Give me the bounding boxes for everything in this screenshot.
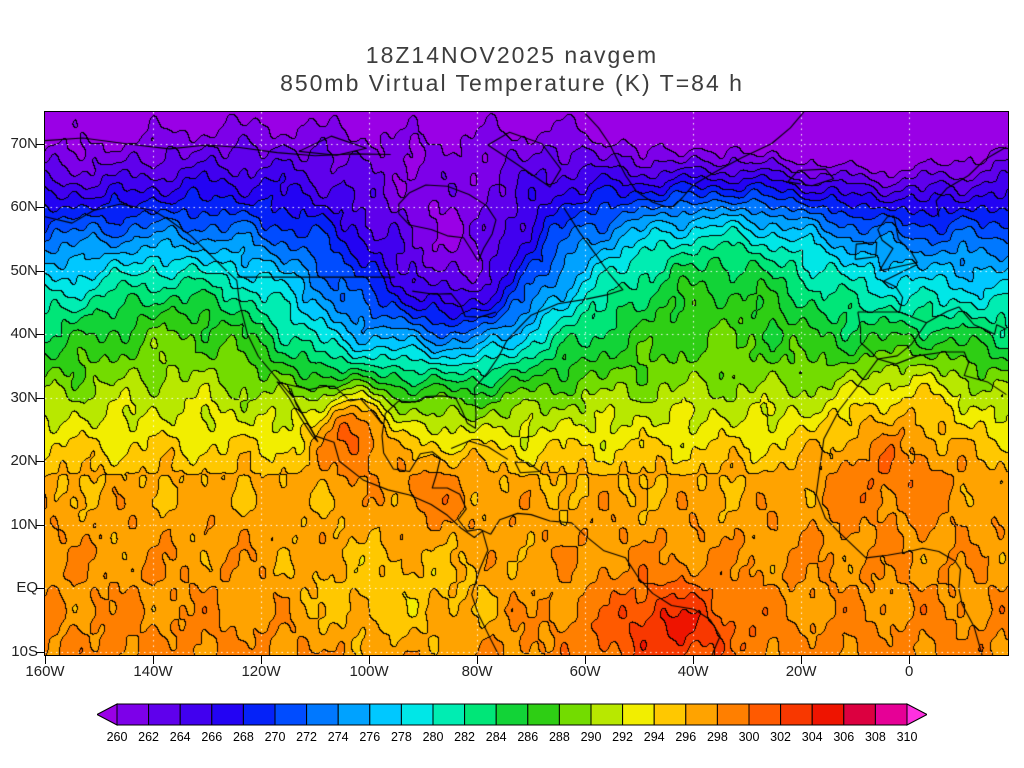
colorbar-segment — [400, 703, 434, 726]
colorbar-tick-label: 278 — [391, 730, 412, 744]
colorbar-tick-label: 264 — [170, 730, 191, 744]
axis-tick — [585, 656, 586, 664]
colorbar-tick-label: 270 — [265, 730, 286, 744]
colorbar-segment — [274, 703, 308, 726]
colorbar-tick-label: 300 — [739, 730, 760, 744]
lon-tick-label: 40W — [677, 663, 709, 680]
temperature-field-canvas — [45, 112, 1008, 655]
axis-tick — [36, 588, 44, 589]
colorbar-segment — [148, 703, 181, 726]
lat-tick-label: 60N — [10, 198, 38, 216]
axis-tick — [36, 334, 44, 335]
colorbar-segment — [369, 703, 402, 726]
colorbar-segment — [653, 703, 687, 726]
colorbar-segment — [685, 703, 718, 726]
map-plot-frame — [44, 111, 1009, 656]
lon-axis: 160W 140W 120W 100W 80W 60W 40W 20W 0 — [0, 663, 1024, 683]
colorbar-segment — [211, 703, 244, 726]
axis-tick — [36, 207, 44, 208]
colorbar-segment — [495, 703, 529, 726]
colorbar-tick-label: 282 — [454, 730, 475, 744]
lat-tick-label: 50N — [10, 261, 38, 279]
lon-tick-label: 20W — [785, 663, 817, 680]
chart-title-variable: 850mb Virtual Temperature (K) T=84 h — [280, 70, 744, 96]
colorbar-tick-label: 302 — [770, 730, 791, 744]
axis-tick — [36, 461, 44, 462]
lon-tick-label: 80W — [461, 663, 493, 680]
colorbar-tick-label: 284 — [486, 730, 507, 744]
colorbar-tick-label: 280 — [423, 730, 444, 744]
colorbar-segment — [527, 703, 560, 726]
axis-tick — [36, 271, 44, 272]
colorbar: 260 262 264 266 268 270 272 274 276 278 280 282 284 2… — [0, 701, 1024, 749]
colorbar-segment — [874, 703, 908, 726]
colorbar-segment — [558, 703, 592, 726]
colorbar-segment — [432, 703, 466, 726]
lon-tick-label: 100W — [349, 663, 389, 680]
colorbar-segment — [716, 703, 750, 726]
colorbar-tick-label: 286 — [517, 730, 538, 744]
colorbar-segment — [242, 703, 276, 726]
colorbar-tick-label: 272 — [296, 730, 317, 744]
lat-tick-label: 40N — [10, 325, 38, 343]
colorbar-segment — [590, 703, 624, 726]
colorbar-scale: 260 262 264 266 268 270 272 274 276 278 280 282 284 2… — [97, 703, 927, 744]
colorbar-tick-label: 268 — [233, 730, 254, 744]
colorbar-tick-label: 308 — [865, 730, 886, 744]
axis-tick — [693, 656, 694, 664]
lon-tick-label: 60W — [569, 663, 601, 680]
lat-tick-label: 70N — [10, 134, 38, 152]
axis-tick — [153, 656, 154, 664]
lon-tick-label: 160W — [25, 663, 65, 680]
lat-tick-label: 20N — [10, 452, 38, 470]
colorbar-tick-label: 266 — [201, 730, 222, 744]
lon-tick-label: 120W — [241, 663, 281, 680]
lon-tick-label: 0 — [904, 663, 914, 680]
colorbar-tick-label: 276 — [359, 730, 380, 744]
chart-title-run: 18Z14NOV2025 navgem — [365, 42, 659, 68]
lat-tick-label: 10N — [10, 515, 38, 533]
colorbar-left-arrow — [97, 703, 118, 726]
lon-tick-label: 140W — [133, 663, 173, 680]
colorbar-segment — [116, 703, 150, 726]
axis-tick — [801, 656, 802, 664]
axis-tick — [36, 398, 44, 399]
colorbar-segment — [748, 703, 782, 726]
colorbar-segment — [811, 703, 845, 726]
axis-tick — [36, 525, 44, 526]
axis-tick — [36, 652, 44, 653]
colorbar-tick-label: 296 — [675, 730, 696, 744]
colorbar-segment — [622, 703, 655, 726]
colorbar-tick-label: 306 — [833, 730, 854, 744]
colorbar-tick-label: 260 — [107, 730, 128, 744]
lat-tick-label: 10S — [11, 642, 38, 660]
lat-axis: 70N 60N 50N 40N 30N 20N 10N EQ 10S — [0, 0, 40, 768]
colorbar-segment — [780, 703, 813, 726]
colorbar-tick-label: 274 — [328, 730, 349, 744]
colorbar-tick-label: 310 — [897, 730, 918, 744]
colorbar-tick-label: 294 — [644, 730, 665, 744]
colorbar-tick-label: 262 — [138, 730, 159, 744]
lat-tick-label: 30N — [10, 388, 38, 406]
axis-tick — [369, 656, 370, 664]
colorbar-tick-label: 298 — [707, 730, 728, 744]
axis-tick — [261, 656, 262, 664]
axis-tick — [477, 656, 478, 664]
lat-tick-label: EQ — [16, 579, 38, 597]
axis-tick — [45, 656, 46, 664]
colorbar-segment — [306, 703, 339, 726]
colorbar-tick-label: 292 — [612, 730, 633, 744]
colorbar-right-arrow — [906, 703, 927, 726]
axis-tick — [909, 656, 910, 664]
colorbar-segment — [464, 703, 497, 726]
colorbar-tick-label: 290 — [581, 730, 602, 744]
colorbar-segment — [179, 703, 213, 726]
colorbar-tick-label: 304 — [802, 730, 823, 744]
colorbar-segment — [337, 703, 371, 726]
colorbar-tick-label: 288 — [549, 730, 570, 744]
axis-tick — [36, 144, 44, 145]
colorbar-segment — [843, 703, 876, 726]
